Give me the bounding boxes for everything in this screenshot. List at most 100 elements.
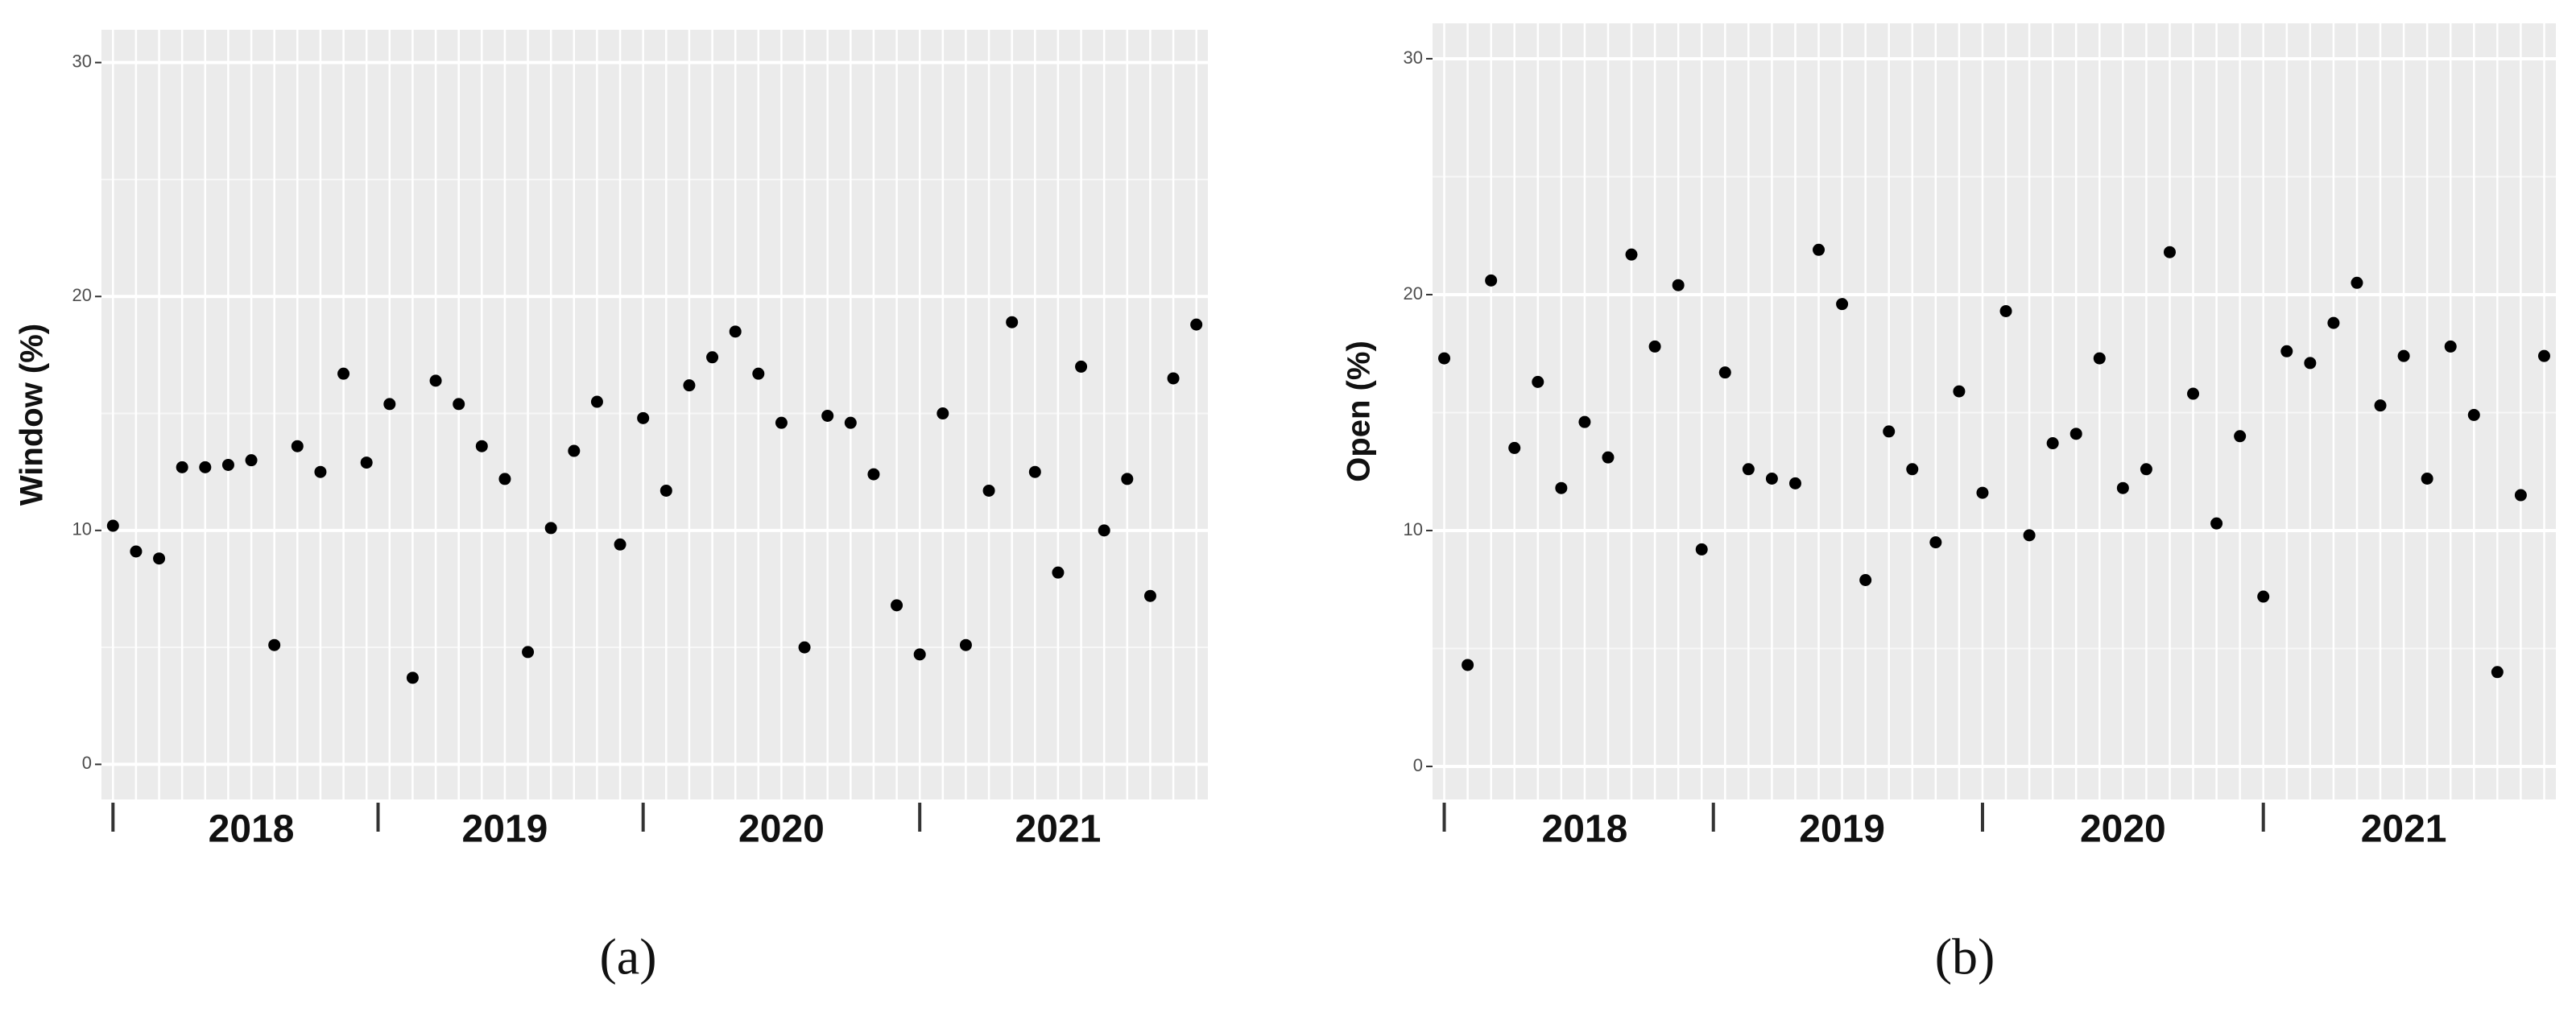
x-tick-label: 2021: [2361, 808, 2447, 851]
x-tick-label: 2018: [1542, 808, 1628, 851]
point: [1167, 372, 1180, 385]
point: [360, 456, 373, 469]
point: [2514, 489, 2527, 502]
point: [729, 325, 742, 338]
point: [1976, 486, 1989, 499]
point: [498, 473, 511, 485]
y-tick-label: 10: [1404, 519, 1423, 539]
chart-panel: 0 10 20 30 2018 2019 2020 2021 Open (%) (b): [1342, 23, 2556, 985]
point: [2327, 316, 2340, 329]
point: [937, 407, 949, 420]
point: [1602, 451, 1615, 464]
point: [660, 484, 672, 497]
point: [106, 519, 119, 532]
point: [752, 367, 765, 380]
point: [844, 416, 857, 429]
point: [337, 367, 350, 380]
y-tick-label: 0: [82, 753, 92, 773]
point: [913, 648, 926, 661]
point: [199, 461, 212, 473]
point: [1006, 316, 1019, 328]
point: [867, 468, 880, 481]
chart-panel: 0 10 20 30 2018 2019 2020 2021 Window (%) (a): [14, 30, 1208, 985]
x-tick-label: 2018: [209, 808, 295, 851]
x-tick-label: 2020: [2080, 808, 2166, 851]
point: [1813, 243, 1826, 256]
point: [1718, 366, 1731, 379]
point: [2537, 349, 2550, 362]
point: [1028, 465, 1041, 478]
point: [544, 522, 557, 535]
caption: (a): [599, 928, 656, 985]
point: [2046, 437, 2059, 450]
point: [1098, 524, 1110, 537]
x-tick-label: 2021: [1015, 808, 1102, 851]
plot-background: [101, 30, 1208, 799]
point: [2467, 408, 2480, 421]
point: [1508, 441, 1521, 454]
point: [1143, 589, 1156, 602]
point: [475, 440, 488, 452]
y-tick-label: 20: [1404, 283, 1423, 304]
point: [176, 461, 188, 473]
point: [706, 351, 719, 364]
point: [429, 374, 442, 387]
y-tick-label: 0: [1413, 755, 1423, 775]
point: [1765, 473, 1778, 485]
y-axis-title: Window (%): [14, 324, 50, 506]
point: [1578, 415, 1591, 428]
point: [1075, 360, 1088, 373]
point: [959, 638, 972, 651]
point: [453, 398, 465, 411]
point: [2374, 399, 2387, 412]
point: [2491, 666, 2504, 679]
point: [2421, 473, 2433, 485]
point: [1648, 340, 1661, 353]
point: [2257, 590, 2270, 603]
point: [1532, 375, 1544, 388]
point: [1438, 352, 1451, 365]
point: [2023, 529, 2036, 542]
point: [1485, 274, 1498, 287]
point: [245, 454, 258, 467]
x-tick-label: 2019: [462, 808, 548, 851]
point: [2093, 352, 2106, 365]
point: [2116, 481, 2129, 494]
point: [1859, 574, 1872, 587]
point: [314, 465, 327, 478]
point: [383, 398, 396, 411]
point: [1788, 477, 1801, 489]
point: [2140, 463, 2152, 476]
x-tick-label: 2020: [738, 808, 825, 851]
point: [2187, 387, 2200, 400]
point: [891, 599, 903, 612]
point: [2163, 246, 2176, 258]
point: [1121, 473, 1134, 485]
point: [2280, 345, 2293, 357]
y-tick-label: 20: [72, 285, 92, 305]
point: [1929, 536, 1942, 549]
point: [2351, 276, 2363, 289]
point: [2234, 430, 2247, 443]
point: [2210, 517, 2223, 530]
y-axis-title: Open (%): [1342, 341, 1377, 482]
point: [1883, 425, 1896, 438]
y-tick-label: 30: [72, 51, 92, 71]
x-tick-label: 2019: [1799, 808, 1885, 851]
plot-background: [1433, 23, 2556, 799]
y-tick-label: 30: [1404, 48, 1423, 68]
point: [1462, 659, 1474, 671]
point: [614, 538, 626, 551]
point: [406, 671, 419, 684]
point: [1052, 566, 1065, 579]
point: [2444, 340, 2457, 353]
point: [1672, 279, 1685, 291]
point: [1695, 543, 1708, 556]
point: [982, 484, 995, 497]
y-tick-label: 10: [72, 519, 92, 539]
point: [2304, 357, 2317, 370]
point: [221, 458, 234, 471]
point: [1953, 385, 1966, 398]
point: [1190, 318, 1203, 331]
